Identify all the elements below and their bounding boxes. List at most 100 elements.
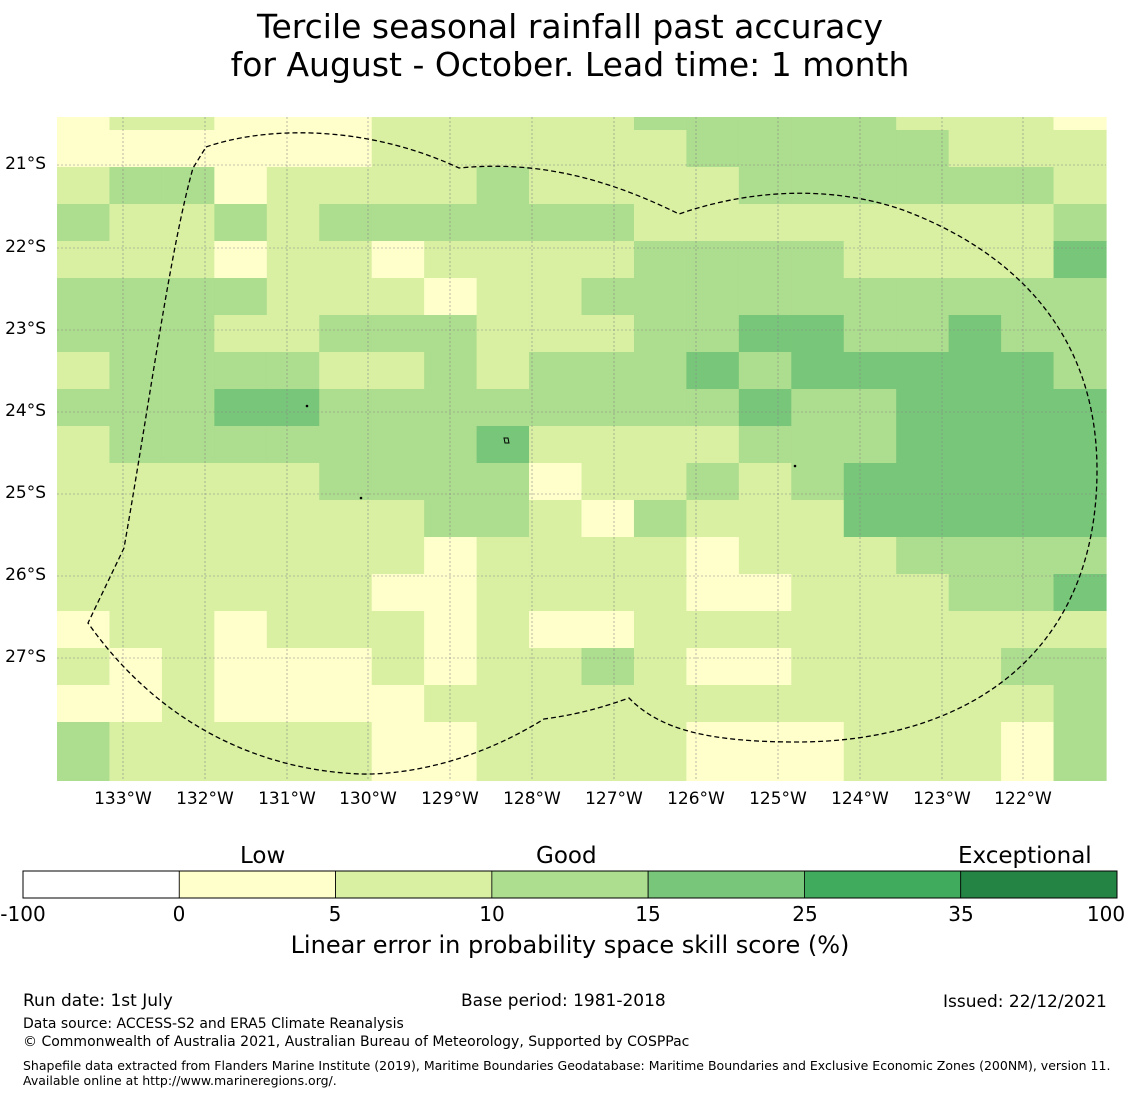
- grid-cell: [896, 648, 950, 686]
- grid-cell: [1001, 648, 1055, 686]
- grid-cell: [266, 463, 320, 501]
- grid-cell: [161, 537, 215, 575]
- grid-cell: [738, 500, 792, 538]
- longitude-label: 125°W: [749, 789, 807, 809]
- grid-cell: [791, 648, 845, 686]
- grid-cell: [214, 167, 268, 205]
- grid-cell: [843, 167, 897, 205]
- grid-cell: [581, 611, 635, 649]
- grid-cell: [581, 204, 635, 242]
- grid-cell: [686, 759, 740, 781]
- grid-cell: [214, 574, 268, 612]
- grid-cell: [424, 426, 478, 464]
- grid-cell: [161, 611, 215, 649]
- grid-cell: [424, 759, 478, 781]
- grid-cell: [476, 500, 530, 538]
- grid-cell: [529, 722, 583, 760]
- grid-cell: [57, 352, 111, 390]
- grid-cell: [161, 500, 215, 538]
- grid-cell: [109, 648, 163, 686]
- grid-cell: [581, 500, 635, 538]
- grid-cell: [109, 500, 163, 538]
- grid-cell: [843, 241, 897, 279]
- grid-cell: [161, 648, 215, 686]
- colorbar-tick: 25: [792, 902, 818, 926]
- grid-cell: [109, 537, 163, 575]
- grid-cell: [529, 204, 583, 242]
- copyright: © Commonwealth of Australia 2021, Austra…: [23, 1034, 690, 1050]
- grid-cell: [843, 352, 897, 390]
- grid-cell: [109, 278, 163, 316]
- grid-cell: [424, 574, 478, 612]
- longitude-label: 130°W: [339, 789, 397, 809]
- grid-cell: [424, 389, 478, 427]
- grid-cell: [476, 130, 530, 168]
- grid-cell: [371, 315, 425, 353]
- grid-cell: [896, 685, 950, 723]
- colorbar-tick: 10: [479, 902, 505, 926]
- issued-date: Issued: 22/12/2021: [943, 992, 1107, 1012]
- latitude-label: 25°S: [5, 483, 46, 503]
- grid-cell: [214, 241, 268, 279]
- grid-cell: [1001, 167, 1055, 205]
- grid-cell: [948, 463, 1002, 501]
- grid-cell: [214, 611, 268, 649]
- grid-cell: [266, 389, 320, 427]
- grid-cell: [319, 685, 373, 723]
- grid-cell: [109, 130, 163, 168]
- grid-cell: [109, 722, 163, 760]
- grid-cell: [686, 130, 740, 168]
- grid-cell: [371, 117, 425, 131]
- grid-cell: [424, 463, 478, 501]
- grid-cell: [109, 389, 163, 427]
- grid-cell: [476, 117, 530, 131]
- colorbar-segment: [804, 870, 962, 899]
- grid-cell: [948, 759, 1002, 781]
- grid-cell: [581, 537, 635, 575]
- grid-cell: [843, 611, 897, 649]
- grid-cell: [896, 315, 950, 353]
- grid-cell: [791, 759, 845, 781]
- grid-cell: [266, 167, 320, 205]
- grid-cell: [843, 204, 897, 242]
- grid-cell: [581, 117, 635, 131]
- grid-cell: [266, 574, 320, 612]
- grid-cell: [738, 117, 792, 131]
- grid-cell: [738, 685, 792, 723]
- grid-cell: [371, 759, 425, 781]
- colorbar-tick: 100: [1086, 902, 1126, 926]
- islands: [305, 404, 797, 500]
- grid-cell: [686, 611, 740, 649]
- grid-cell: [896, 130, 950, 168]
- grid-cell: [476, 759, 530, 781]
- grid-cell: [581, 722, 635, 760]
- grid-cell: [371, 685, 425, 723]
- grid-cell: [57, 611, 111, 649]
- grid-cell: [266, 278, 320, 316]
- grid-cell: [1001, 426, 1055, 464]
- grid-cell: [161, 117, 215, 131]
- grid-cell: [266, 352, 320, 390]
- grid-cell: [266, 117, 320, 131]
- grid-cell: [214, 722, 268, 760]
- grid-cell: [633, 130, 687, 168]
- grid-cell: [738, 389, 792, 427]
- latitude-label: 27°S: [5, 647, 46, 667]
- grid-cell: [214, 537, 268, 575]
- grid-cell: [1053, 648, 1107, 686]
- grid-cell: [686, 204, 740, 242]
- grid-cell: [319, 315, 373, 353]
- grid-cell: [57, 722, 111, 760]
- grid-cell: [1001, 315, 1055, 353]
- grid-cell: [686, 389, 740, 427]
- colorbar-segment: [178, 870, 336, 899]
- grid-cell: [319, 722, 373, 760]
- grid-cell: [214, 315, 268, 353]
- grid-cell: [529, 315, 583, 353]
- grid-cell: [1001, 574, 1055, 612]
- grid-cell: [686, 278, 740, 316]
- grid-cell: [109, 117, 163, 131]
- grid-cell: [1001, 759, 1055, 781]
- grid-cell: [843, 685, 897, 723]
- grid-cell: [633, 537, 687, 575]
